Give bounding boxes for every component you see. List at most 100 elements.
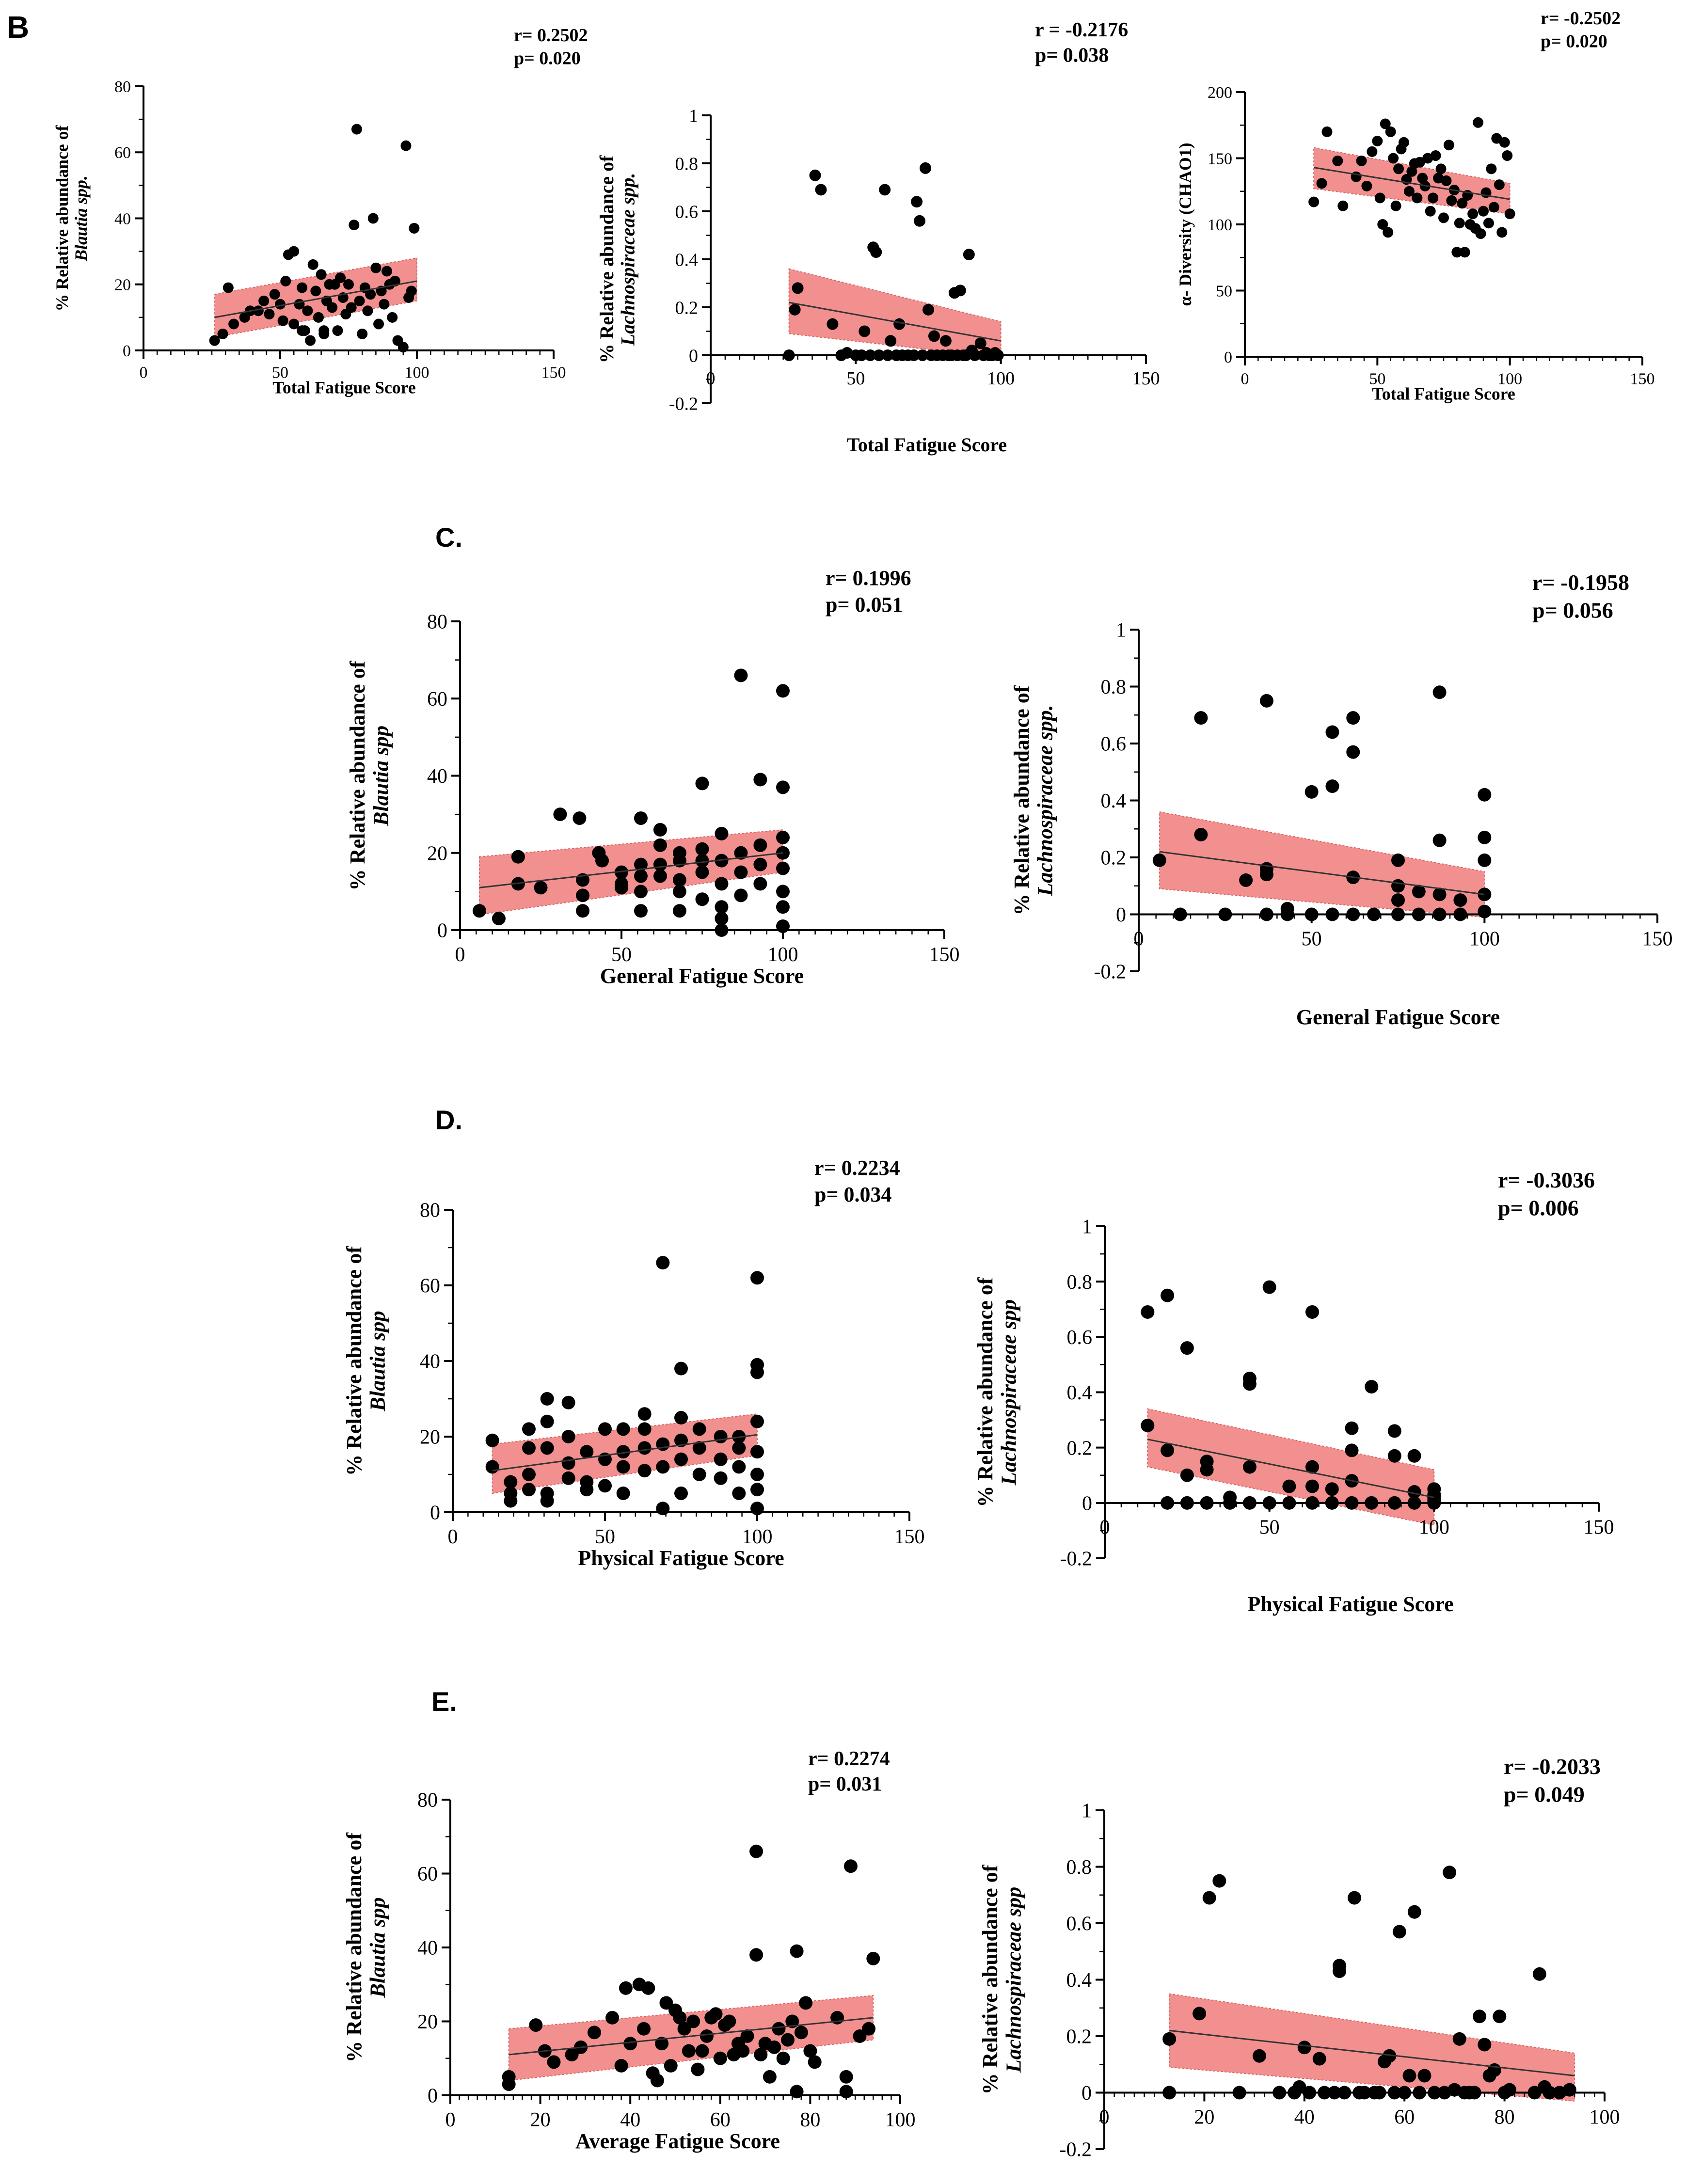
y-tick-label: 50: [1216, 282, 1232, 300]
data-point: [732, 1460, 746, 1474]
data-point: [209, 335, 220, 346]
data-point: [732, 1487, 746, 1500]
data-point: [686, 2014, 700, 2028]
data-point: [1435, 163, 1447, 174]
data-point: [992, 349, 1004, 361]
data-point: [672, 885, 686, 899]
x-tick-label: 100: [768, 944, 798, 966]
data-point: [864, 349, 876, 361]
data-point: [485, 1460, 499, 1474]
data-point: [653, 857, 667, 871]
data-point: [343, 279, 354, 290]
data-point: [677, 2022, 691, 2036]
y-tick-label: 0.8: [1066, 1856, 1092, 1879]
x-tick-label: 50: [595, 1526, 615, 1548]
data-point: [928, 330, 940, 342]
data-point: [776, 900, 790, 914]
data-point: [1348, 1891, 1361, 1905]
data-point: [616, 1460, 630, 1474]
data-point: [659, 1996, 673, 2010]
y-tick-label: 0.8: [1067, 1271, 1093, 1294]
data-point: [1282, 1496, 1296, 1510]
data-point: [1372, 136, 1383, 147]
data-point: [595, 854, 609, 868]
data-point: [228, 318, 239, 330]
data-point: [1194, 828, 1208, 841]
x-tick-label: 50: [611, 944, 632, 966]
chart-d1: 0 50 100 150 0 20 40 60 80 Physical Fatigue Score…: [342, 1156, 925, 1570]
data-point: [1478, 2038, 1492, 2052]
data-point: [280, 275, 291, 286]
data-point: [580, 1445, 594, 1459]
data-point: [691, 2062, 705, 2076]
data-point: [1232, 2086, 1246, 2100]
data-point: [1365, 1496, 1379, 1510]
data-point: [1427, 1496, 1441, 1510]
x-axis-title: Average Fatigue Score: [575, 2129, 780, 2153]
data-point: [974, 337, 986, 349]
data-point: [749, 1948, 763, 1962]
data-point: [1161, 1288, 1175, 1302]
data-point: [1432, 907, 1447, 921]
data-point: [316, 269, 327, 280]
data-point: [790, 2085, 804, 2099]
regression-line: [1147, 1439, 1434, 1498]
data-point: [754, 2048, 768, 2062]
y-tick-label: 0: [428, 2085, 438, 2107]
confidence-band: [1147, 1408, 1435, 1526]
data-point: [790, 1944, 804, 1958]
x-tick-label: 150: [929, 944, 960, 966]
data-point: [540, 1441, 554, 1455]
data-point: [656, 1502, 670, 1516]
x-tick-label: 100: [1590, 2106, 1620, 2128]
data-point: [750, 1271, 764, 1285]
y-tick-label: 0: [1224, 348, 1232, 366]
data-point: [553, 807, 567, 822]
x-tick-label: 0: [140, 364, 148, 382]
data-point: [637, 1464, 652, 1478]
x-axis-title: Average Fatigue Score: [1250, 2183, 1455, 2184]
data-point: [893, 318, 906, 330]
data-point: [217, 328, 228, 339]
data-point: [307, 259, 318, 270]
x-tick-label: 0: [1099, 2106, 1110, 2128]
data-point: [734, 888, 748, 902]
data-point: [1259, 868, 1273, 882]
y-axis-title-line1: % Relative abundance of: [978, 1864, 1002, 2094]
data-point: [1272, 2086, 1287, 2100]
data-point: [809, 169, 821, 181]
data-point: [379, 299, 390, 310]
data-point: [1327, 2086, 1341, 2100]
data-point: [1414, 157, 1425, 168]
data-point: [1383, 2049, 1397, 2063]
chart-c2: 0 50 100 150 -0.2 0 0.2 0.4 0.6 0.8 1 General Fatig…: [1010, 570, 1673, 1029]
data-point: [1478, 904, 1492, 918]
x-tick-label: 40: [1294, 2106, 1315, 2128]
data-point: [587, 2026, 601, 2040]
data-point: [1242, 1377, 1257, 1391]
data-point: [1502, 2083, 1516, 2097]
data-point: [305, 335, 316, 346]
data-point: [1325, 725, 1339, 739]
data-point: [1305, 1479, 1319, 1493]
data-point: [799, 1996, 813, 2010]
data-point: [1496, 227, 1508, 238]
data-point: [1562, 2083, 1576, 2097]
data-point: [1392, 1925, 1406, 1939]
data-point: [1367, 146, 1378, 157]
data-point: [1161, 1443, 1175, 1457]
data-point: [664, 2059, 678, 2073]
data-point: [1242, 1460, 1257, 1474]
data-point: [1543, 2086, 1557, 2100]
y-tick-label: 0.4: [1066, 1969, 1092, 1992]
y-tick-label: 0.2: [675, 298, 699, 318]
y-tick-label: 0: [1082, 2082, 1092, 2105]
data-point: [540, 1414, 554, 1428]
y-axis-title: % Relative abundance ofLachnospiraceae s…: [978, 1864, 1025, 2094]
y-tick-label: 60: [114, 144, 131, 162]
y-tick-label: 80: [114, 78, 131, 96]
data-point: [288, 318, 300, 330]
data-point: [1412, 192, 1423, 204]
y-tick-label: 0.2: [1067, 1437, 1093, 1459]
x-tick-label: 50: [1302, 928, 1322, 950]
